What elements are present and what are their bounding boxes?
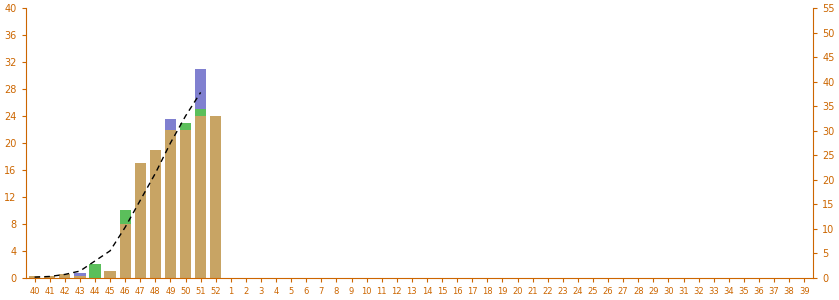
Bar bbox=[74, 277, 86, 278]
Bar bbox=[74, 273, 86, 277]
Bar bbox=[134, 163, 146, 278]
Bar bbox=[195, 116, 206, 278]
Bar bbox=[119, 224, 131, 278]
Bar bbox=[164, 130, 176, 278]
Bar bbox=[195, 69, 206, 109]
Bar bbox=[29, 276, 40, 278]
Bar bbox=[59, 274, 70, 278]
Bar bbox=[119, 210, 131, 224]
Bar bbox=[44, 277, 55, 278]
Bar bbox=[195, 109, 206, 116]
Bar bbox=[180, 123, 191, 130]
Bar bbox=[149, 150, 161, 278]
Bar bbox=[180, 130, 191, 278]
Bar bbox=[104, 271, 116, 278]
Bar bbox=[210, 116, 221, 278]
Bar bbox=[89, 264, 101, 278]
Bar bbox=[164, 119, 176, 130]
